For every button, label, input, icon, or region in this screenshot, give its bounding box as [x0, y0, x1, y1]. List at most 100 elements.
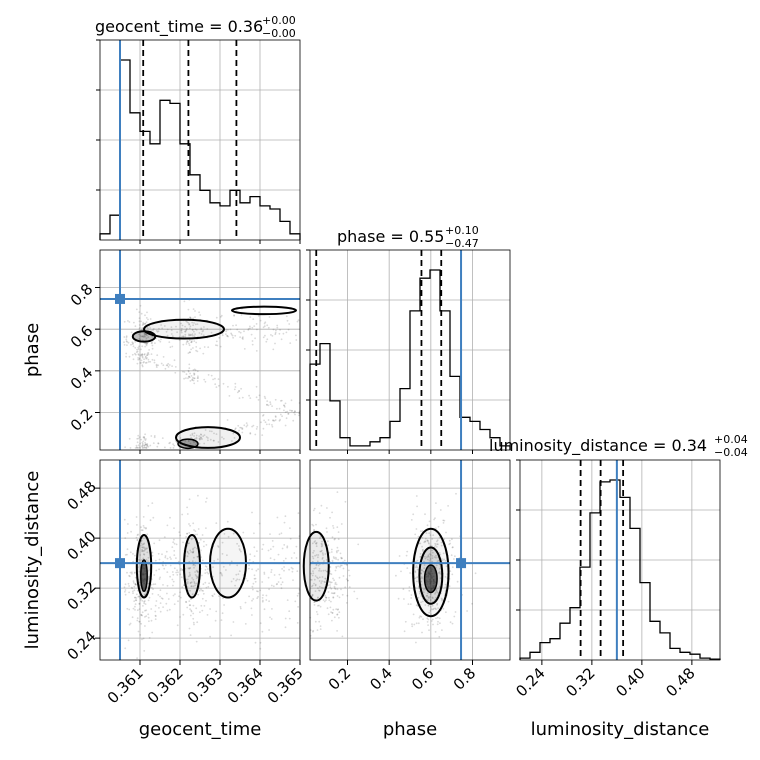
- title-geocent-time-main: geocent_time = 0.36: [95, 17, 263, 37]
- scatter-point-phase-distance: [346, 579, 349, 582]
- scatter-point-time-phase: [269, 401, 272, 404]
- scatter-point-time-phase: [198, 311, 201, 314]
- scatter-point-time-phase: [152, 329, 154, 332]
- scatter-point-time-phase: [149, 360, 152, 363]
- scatter-point-time-distance: [173, 567, 176, 570]
- scatter-point-time-distance: [169, 516, 171, 519]
- scatter-point-time-phase: [295, 339, 298, 341]
- scatter-point-phase-distance: [421, 600, 424, 603]
- scatter-point-time-distance: [265, 599, 268, 601]
- scatter-point-phase-distance: [442, 519, 445, 522]
- scatter-point-phase-distance: [427, 618, 430, 621]
- scatter-point-time-phase: [193, 377, 196, 380]
- scatter-point-time-phase: [240, 426, 243, 429]
- scatter-point-time-phase: [145, 447, 148, 449]
- scatter-point-time-distance: [198, 541, 201, 544]
- scatter-point-time-distance: [188, 567, 191, 570]
- scatter-point-time-distance: [201, 574, 203, 577]
- scatter-point-time-phase: [144, 333, 147, 336]
- scatter-point-time-distance: [284, 515, 287, 518]
- scatter-point-phase-distance: [437, 620, 439, 623]
- scatter-point-time-distance: [200, 549, 202, 552]
- scatter-point-phase-distance: [424, 540, 427, 543]
- scatter-point-time-distance: [251, 585, 254, 588]
- scatter-point-phase-distance: [434, 544, 437, 547]
- scatter-point-time-distance: [235, 579, 238, 582]
- scatter-point-time-phase: [190, 375, 193, 377]
- scatter-point-time-distance: [193, 566, 195, 569]
- scatter-point-time-phase: [274, 415, 277, 418]
- scatter-point-time-phase: [255, 385, 258, 388]
- scatter-point-time-distance: [297, 592, 300, 595]
- scatter-point-phase-distance: [357, 543, 360, 546]
- scatter-point-time-distance: [257, 595, 259, 598]
- scatter-point-time-phase: [225, 333, 227, 336]
- scatter-point-time-phase: [134, 346, 137, 349]
- scatter-point-phase-distance: [417, 622, 420, 625]
- scatter-point-time-phase: [151, 344, 154, 347]
- scatter-point-time-phase: [158, 327, 160, 330]
- scatter-point-time-phase: [272, 419, 274, 422]
- scatter-point-time-distance: [159, 576, 162, 579]
- scatter-point-time-distance: [141, 550, 143, 553]
- scatter-point-time-phase: [241, 427, 244, 430]
- scatter-point-time-phase: [145, 443, 148, 446]
- scatter-point-time-phase: [145, 337, 148, 340]
- scatter-point-time-distance: [234, 584, 237, 587]
- scatter-point-phase-distance: [434, 542, 437, 545]
- scatter-point-time-phase: [202, 329, 205, 332]
- scatter-point-phase-distance: [405, 554, 408, 557]
- scatter-point-time-phase: [146, 334, 148, 337]
- scatter-point-phase-distance: [341, 593, 344, 596]
- scatter-point-time-phase: [214, 383, 217, 386]
- scatter-point-phase-distance: [340, 557, 343, 560]
- scatter-point-phase-distance: [324, 569, 327, 572]
- scatter-point-phase-distance: [431, 555, 434, 557]
- scatter-point-time-phase: [192, 308, 195, 310]
- scatter-point-time-distance: [159, 610, 162, 613]
- scatter-point-time-phase: [291, 410, 294, 412]
- scatter-point-time-phase: [218, 336, 221, 339]
- scatter-point-time-phase: [143, 323, 145, 325]
- scatter-point-time-distance: [230, 580, 233, 583]
- scatter-point-phase-distance: [438, 585, 441, 588]
- scatter-point-time-distance: [262, 599, 264, 602]
- scatter-point-time-distance: [123, 586, 126, 589]
- scatter-point-time-distance: [201, 534, 204, 536]
- scatter-point-time-phase: [283, 404, 285, 407]
- scatter-point-phase-distance: [318, 604, 320, 607]
- scatter-point-time-distance: [137, 558, 140, 561]
- scatter-point-time-distance: [136, 593, 138, 596]
- scatter-point-time-phase: [195, 329, 198, 331]
- scatter-point-time-distance: [276, 516, 279, 519]
- scatter-point-time-distance: [190, 609, 193, 612]
- scatter-point-time-phase: [137, 354, 140, 356]
- scatter-point-phase-distance: [337, 531, 340, 533]
- scatter-point-time-distance: [192, 522, 195, 525]
- scatter-point-time-distance: [215, 522, 218, 524]
- scatter-point-time-phase: [154, 342, 156, 344]
- scatter-point-time-phase: [241, 431, 244, 434]
- scatter-point-time-phase: [204, 380, 207, 383]
- scatter-point-time-distance: [185, 579, 188, 581]
- scatter-point-time-distance: [128, 608, 131, 611]
- scatter-point-time-phase: [173, 359, 176, 362]
- scatter-point-time-distance: [189, 581, 192, 584]
- scatter-point-time-phase: [144, 446, 147, 449]
- scatter-point-time-distance: [295, 557, 298, 559]
- scatter-point-time-phase: [195, 437, 198, 440]
- scatter-point-time-distance: [262, 594, 264, 597]
- scatter-point-time-phase: [190, 341, 193, 344]
- scatter-point-phase-distance: [315, 523, 317, 526]
- scatter-point-phase-distance: [334, 583, 337, 585]
- scatter-point-time-phase: [196, 380, 199, 382]
- scatter-point-time-distance: [221, 612, 224, 615]
- scatter-point-time-phase: [151, 347, 154, 350]
- scatter-point-time-phase: [127, 320, 129, 322]
- scatter-point-time-distance: [145, 548, 147, 550]
- scatter-point-phase-distance: [420, 601, 422, 604]
- scatter-point-time-phase: [134, 352, 136, 355]
- scatter-point-time-distance: [136, 538, 139, 541]
- scatter-point-time-phase: [247, 327, 250, 330]
- scatter-point-time-distance: [199, 538, 202, 541]
